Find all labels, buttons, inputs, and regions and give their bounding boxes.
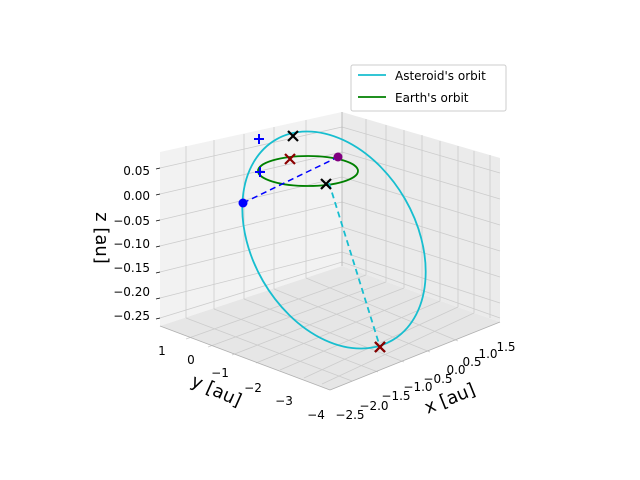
y-tick-labels: 1 0 −1 −2 −3 −4	[158, 344, 325, 422]
x-tick-labels: −2.5 −2.0 −1.5 −1.0 −0.5 0.0 0.5 1.0 1.5	[335, 340, 515, 422]
tick-mark	[155, 167, 161, 170]
x-tick-label: −2.5	[335, 408, 364, 422]
grid-line	[305, 277, 459, 342]
marker-stroke	[374, 341, 386, 353]
blue-dot-marker	[238, 198, 248, 208]
pane-back-right	[342, 112, 500, 322]
z-tick-label: −0.20	[113, 285, 150, 299]
y-tick-label: −4	[307, 408, 325, 422]
x-tick-label: −1.5	[381, 389, 410, 403]
tick-mark	[155, 317, 161, 320]
axis-edge	[329, 321, 501, 391]
red-x-marker	[374, 341, 386, 353]
red-x-marker	[284, 153, 296, 165]
y-tick-label: −2	[244, 381, 262, 395]
y-tick-label: −3	[275, 394, 293, 408]
grid-line	[185, 317, 353, 382]
grid-line	[273, 288, 431, 353]
marker-stroke	[287, 130, 299, 142]
cyan-dashed-line-of-nodes	[328, 182, 381, 348]
x-tick-label: 1.5	[496, 340, 515, 354]
z-tick-label: −0.10	[113, 237, 150, 251]
z-tick-label: 0.05	[123, 164, 150, 178]
asteroid-orbit	[241, 130, 427, 350]
tick-marks	[155, 167, 161, 320]
x-tick-label: 1.0	[478, 347, 497, 361]
z-axis-label: z [au]	[91, 212, 112, 264]
axes-panes	[160, 112, 500, 390]
markers	[238, 130, 386, 353]
x-tick-label: −2.0	[359, 399, 388, 413]
x-tick-label: −0.5	[423, 372, 452, 386]
tick-mark	[155, 193, 161, 196]
grid-line	[243, 298, 405, 363]
tick-mark	[155, 219, 161, 222]
grid-line	[207, 281, 387, 348]
legend-label-asteroid: Asteroid's orbit	[395, 69, 486, 83]
grid-line	[279, 300, 441, 371]
y-tick-label: −1	[211, 366, 229, 380]
grid-line	[303, 306, 459, 379]
grid-line	[185, 274, 367, 340]
marker-stroke	[284, 153, 296, 165]
z-tick-label: 0.00	[123, 189, 150, 203]
z-tick-label: −0.25	[113, 309, 150, 323]
z-tick-labels: 0.05 0.00 −0.05 −0.10 −0.15 −0.20 −0.25	[113, 164, 150, 323]
legend: Asteroid's orbit Earth's orbit	[350, 64, 507, 112]
x-tick-label: 0.0	[446, 363, 465, 377]
y-tick-label: 1	[158, 344, 166, 358]
x-tick-label: −1.0	[403, 380, 432, 394]
grid-line	[231, 287, 405, 356]
blue-dashed-line	[242, 156, 339, 204]
black-x-marker	[320, 178, 332, 190]
grid-line	[321, 312, 475, 385]
marker-stroke	[320, 178, 332, 190]
tick-mark	[155, 297, 161, 300]
tick-mark	[155, 271, 161, 274]
legend-label-earth: Earth's orbit	[395, 91, 469, 105]
y-tick-label: 0	[187, 353, 195, 367]
purple-dot-marker	[333, 152, 343, 162]
z-tick-label: −0.15	[113, 261, 150, 275]
axis-edge	[159, 325, 331, 391]
blue-plus-marker	[255, 167, 265, 177]
black-x-marker	[287, 130, 299, 142]
x-tick-label: 0.5	[462, 355, 481, 369]
blue-plus-marker	[254, 134, 264, 144]
tick-mark	[155, 245, 161, 248]
z-tick-label: −0.05	[113, 214, 150, 228]
pane-floor	[160, 266, 500, 390]
axes-edges	[159, 112, 501, 391]
grid-line	[255, 294, 423, 364]
legend-box	[350, 64, 507, 112]
pane-back-left	[160, 112, 342, 326]
